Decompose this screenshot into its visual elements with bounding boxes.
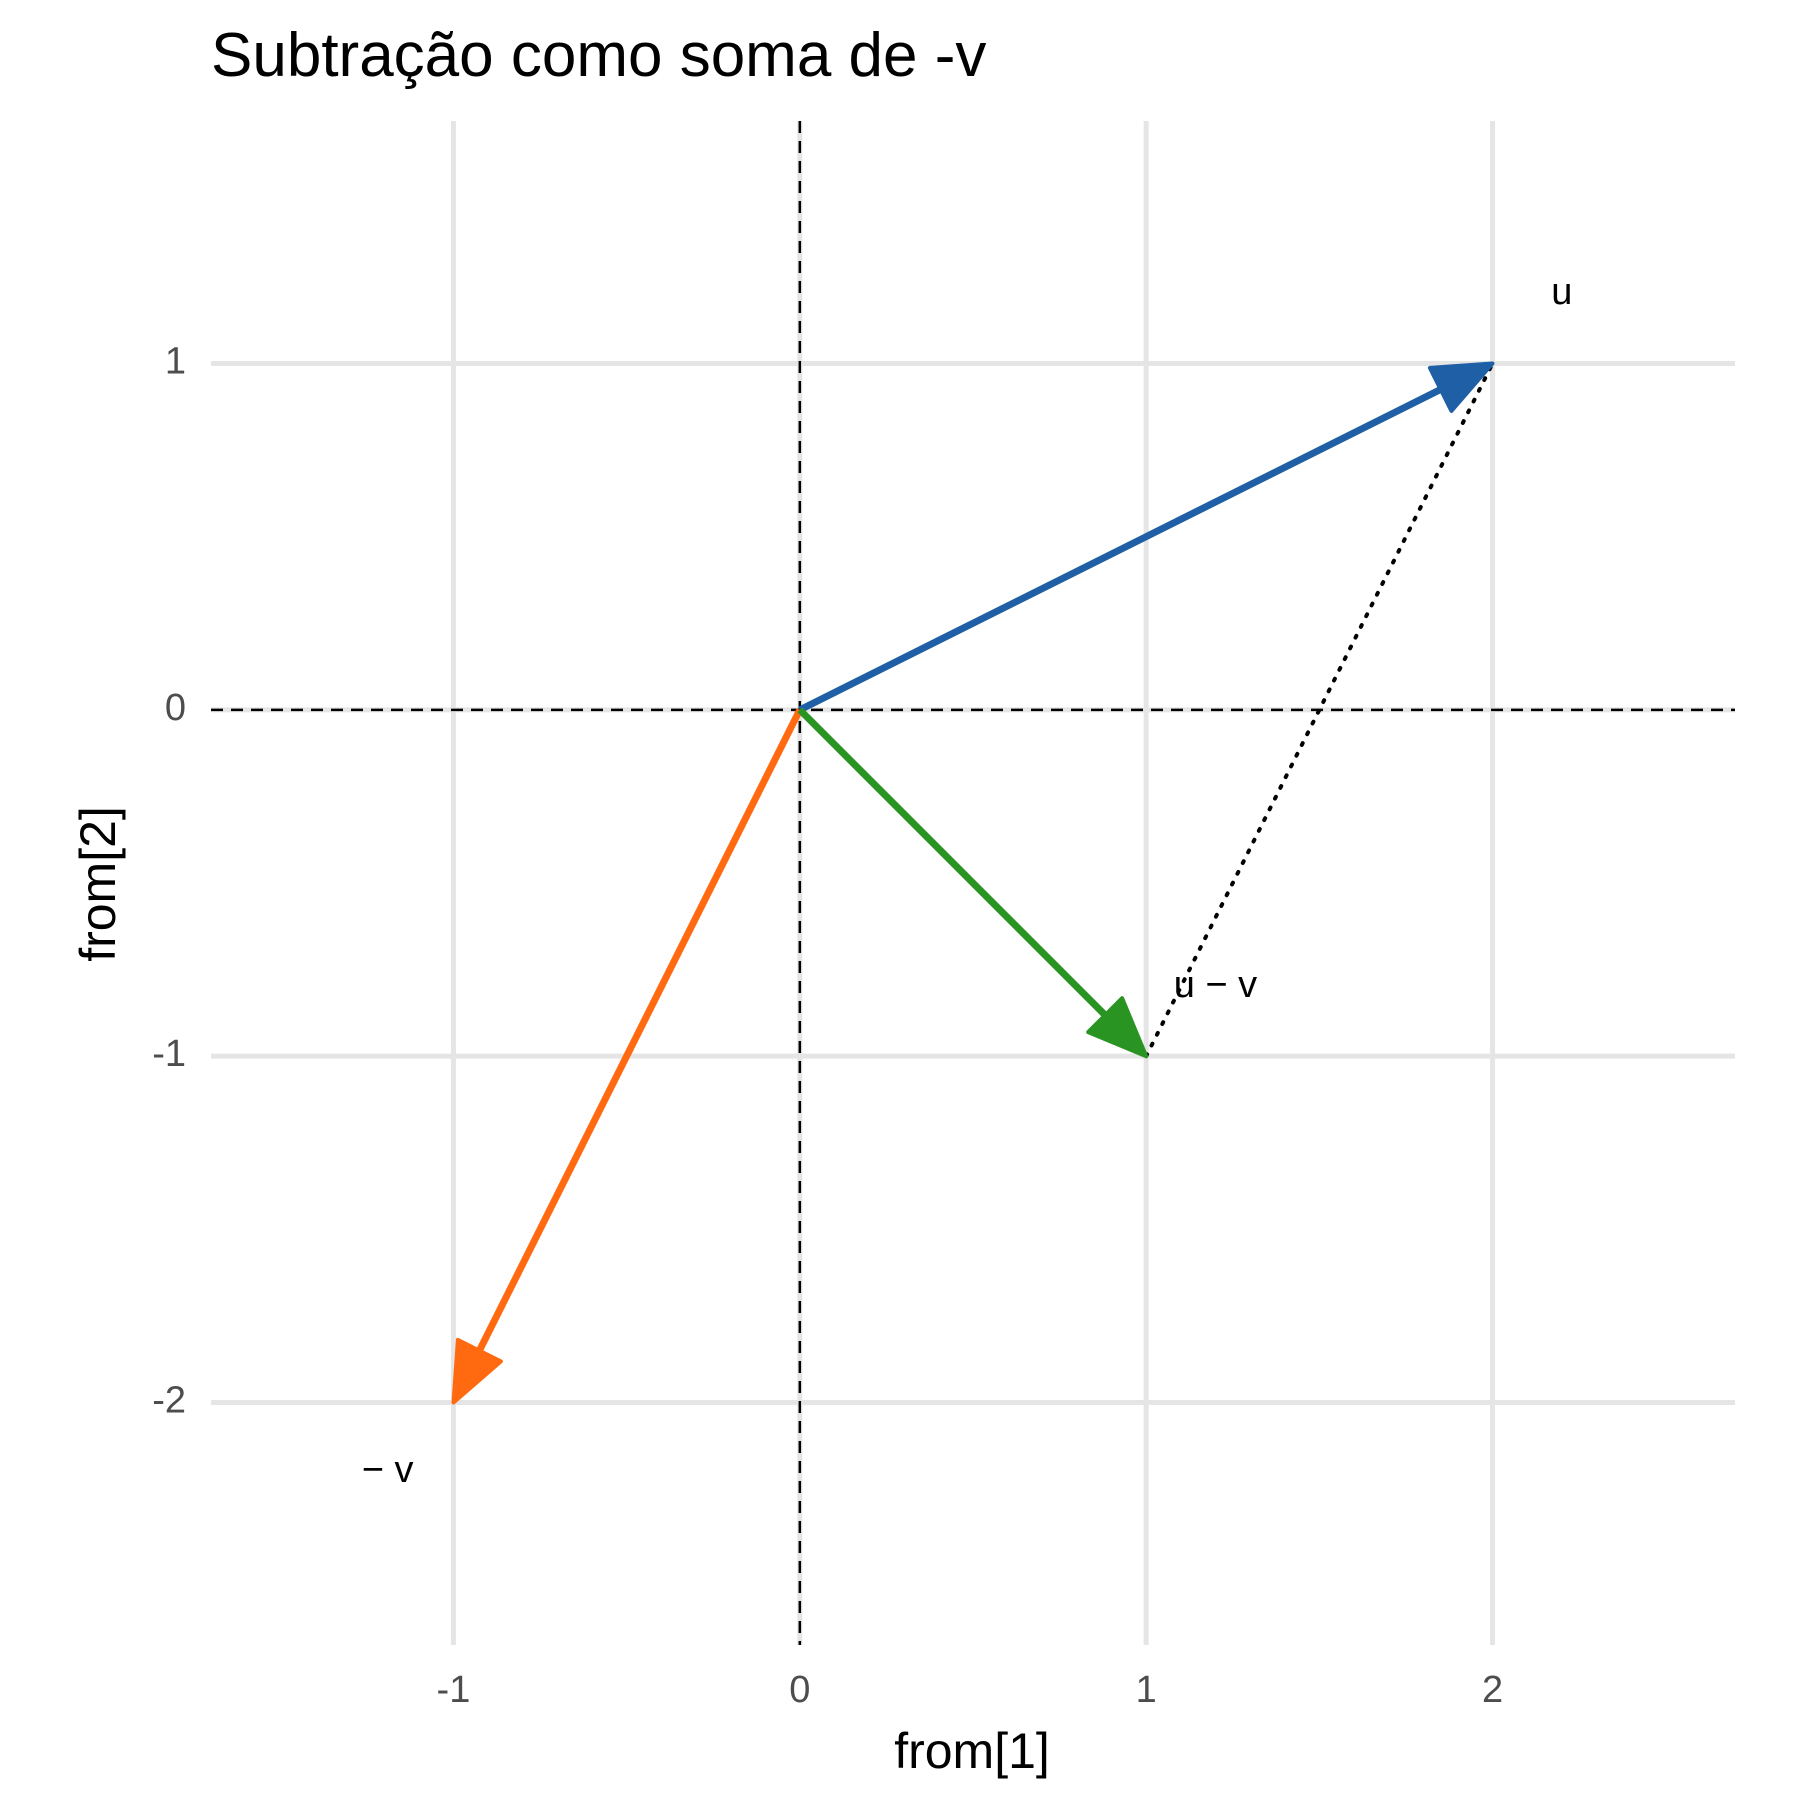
connector-layer <box>1144 361 1495 1059</box>
y-tick-label: 0 <box>165 687 186 729</box>
y-tick-label: 1 <box>165 340 186 382</box>
y-tick-label: -1 <box>152 1033 186 1075</box>
vector-neg-v-arrowhead <box>451 1337 503 1405</box>
vector-u-shaft <box>798 384 1446 713</box>
x-axis-title: from[1] <box>894 1723 1050 1779</box>
grid-lines <box>211 121 1735 1645</box>
x-tick-label: 2 <box>1482 1669 1503 1711</box>
x-tick-label: 0 <box>789 1669 810 1711</box>
vectors <box>451 361 1495 1405</box>
dotted-connector-line <box>1144 361 1495 1059</box>
vector-label-neg-v: − v <box>362 1449 414 1491</box>
y-axis-title: from[2] <box>70 806 126 962</box>
vector-neg-v-shaft <box>474 708 803 1356</box>
vector-label-u-minus-v: u − v <box>1174 964 1257 1006</box>
vector-u-minus-v-arrowhead <box>1086 996 1149 1059</box>
vector-labels: u − v u − v <box>362 271 1573 1491</box>
chart-title: Subtração como soma de -v <box>211 21 986 90</box>
x-tick-label: 1 <box>1136 1669 1157 1711</box>
reference-lines <box>211 121 1735 1645</box>
vector-u-minus-v-shaft <box>797 707 1111 1021</box>
x-tick-label: -1 <box>437 1669 471 1711</box>
vector-label-u: u <box>1551 271 1572 313</box>
vector-u-arrowhead <box>1427 361 1495 413</box>
tick-labels: -1 0 1 2 -2 -1 0 1 <box>152 340 1503 1711</box>
y-tick-label: -2 <box>152 1380 186 1422</box>
